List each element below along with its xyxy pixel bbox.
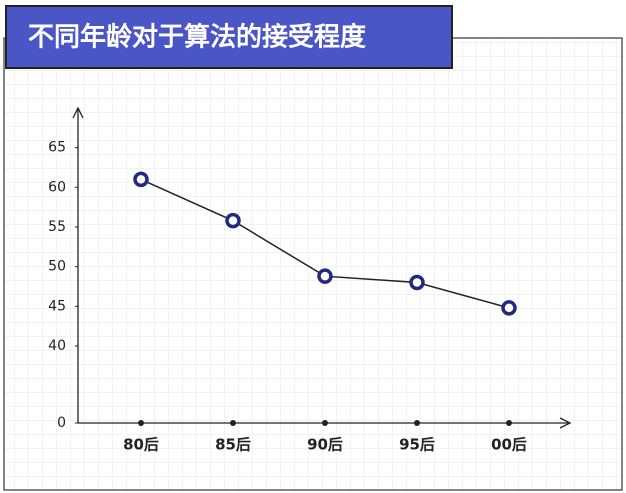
x-tick-label: 85后: [215, 436, 251, 454]
y-tick-label: 50: [48, 259, 66, 275]
point: [133, 171, 149, 188]
frame: [3, 37, 623, 491]
x-tick-dot: [506, 420, 512, 426]
title-box: [5, 5, 453, 69]
x-tick-dot: [138, 420, 144, 426]
x-tick-label: 80后: [123, 436, 159, 454]
x-tick-label: 95后: [399, 436, 435, 454]
point: [409, 274, 425, 291]
y-tick-label: 0: [57, 415, 66, 431]
y-tick-label: 45: [48, 298, 66, 314]
y-tick-label: 55: [48, 219, 66, 235]
point: [501, 300, 517, 316]
x-tick-dot: [322, 420, 328, 426]
point: [317, 268, 333, 284]
x-tick-label: 90后: [307, 436, 343, 454]
chart-title: 不同年龄对于算法的接受程度: [28, 22, 366, 53]
x-tick-dot: [414, 420, 420, 426]
point: [225, 212, 241, 229]
y-tick-label: 40: [48, 338, 66, 354]
x-tick-label: 00后: [491, 436, 527, 454]
x-tick-dot: [230, 420, 236, 426]
y-tick-label: 60: [48, 179, 66, 195]
y-arrow: [72, 106, 84, 119]
y-tick-label: 65: [48, 140, 66, 156]
x-arrow: [559, 417, 572, 429]
